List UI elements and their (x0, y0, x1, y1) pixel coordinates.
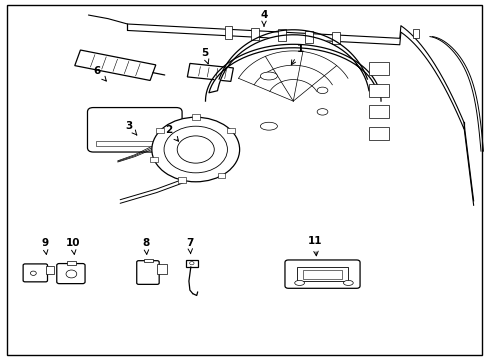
Text: 4: 4 (260, 10, 267, 26)
Circle shape (177, 136, 214, 163)
Text: 5: 5 (201, 48, 208, 64)
FancyBboxPatch shape (285, 260, 359, 288)
Ellipse shape (343, 280, 352, 285)
Ellipse shape (155, 136, 168, 143)
Bar (157, 264, 166, 274)
Polygon shape (187, 63, 233, 81)
Bar (96, 141, 170, 146)
Ellipse shape (260, 72, 277, 80)
Bar (368, 127, 388, 140)
Bar (368, 105, 388, 118)
Bar (278, 29, 285, 41)
Circle shape (152, 117, 239, 182)
Bar (227, 128, 235, 134)
Text: 1: 1 (291, 45, 304, 65)
Bar (303, 270, 341, 279)
Text: 7: 7 (186, 238, 193, 254)
FancyBboxPatch shape (57, 264, 85, 284)
Ellipse shape (317, 109, 327, 115)
Bar (66, 261, 76, 265)
FancyBboxPatch shape (23, 264, 47, 282)
Bar (185, 260, 197, 267)
Text: 6: 6 (93, 66, 106, 81)
Bar (45, 266, 54, 274)
Text: 10: 10 (65, 238, 80, 255)
Bar (368, 62, 388, 75)
Text: 11: 11 (307, 237, 322, 256)
Ellipse shape (317, 87, 327, 94)
Bar (143, 258, 153, 262)
Text: 3: 3 (124, 121, 137, 135)
Ellipse shape (66, 270, 77, 278)
Text: 8: 8 (142, 238, 149, 255)
Ellipse shape (189, 262, 194, 265)
Bar (368, 84, 388, 97)
Bar (178, 177, 186, 183)
Bar (412, 30, 418, 39)
Ellipse shape (30, 271, 36, 275)
Polygon shape (208, 35, 377, 93)
Bar (156, 128, 164, 134)
Ellipse shape (294, 280, 304, 285)
FancyBboxPatch shape (137, 261, 159, 284)
Bar (251, 28, 259, 40)
Bar (305, 31, 312, 43)
Bar (150, 157, 158, 162)
Circle shape (163, 126, 227, 173)
Text: 9: 9 (41, 238, 48, 255)
Bar (217, 173, 225, 179)
Bar (331, 32, 339, 44)
FancyBboxPatch shape (87, 108, 182, 152)
Polygon shape (75, 50, 156, 81)
Ellipse shape (260, 122, 277, 130)
Bar (224, 26, 232, 39)
Text: 2: 2 (165, 125, 178, 141)
Bar (191, 114, 199, 120)
Bar (297, 267, 347, 282)
